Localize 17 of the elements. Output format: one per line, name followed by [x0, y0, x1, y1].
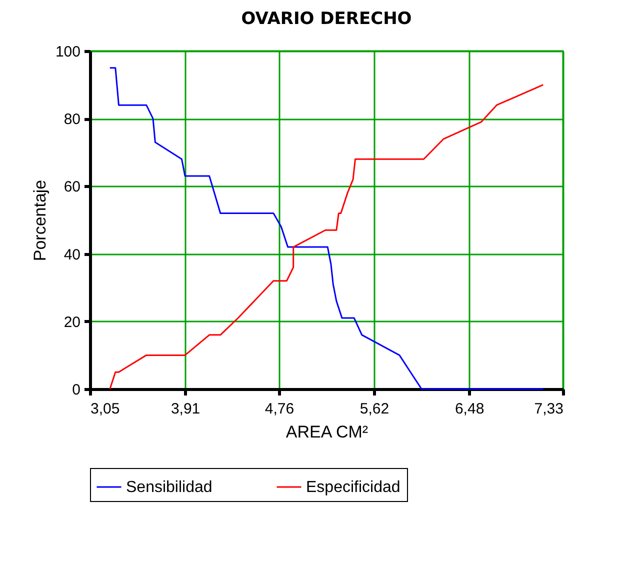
y-tick-label: 80 [64, 111, 80, 128]
x-tick-label: 3,05 [90, 400, 120, 418]
x-tick-label: 4,76 [264, 400, 294, 418]
x-tick-label: 7,33 [534, 400, 564, 418]
legend-label: Sensibilidad [126, 479, 212, 496]
x-tick-label: 5,62 [360, 400, 390, 418]
legend-label: Especificidad [306, 479, 400, 496]
y-tick-label: 100 [55, 44, 80, 60]
x-axis-title: AREA CM² [286, 422, 368, 442]
y-tick-label: 40 [64, 246, 80, 264]
y-tick-label: 60 [64, 178, 80, 196]
chart-title: OVARIO DERECHO [241, 9, 412, 29]
y-tick-label: 20 [64, 314, 80, 331]
y-tick-label: 0 [72, 382, 80, 398]
x-tick-label: 6,48 [454, 400, 484, 418]
y-axis-title: Porcentaje [30, 180, 50, 262]
x-tick-label: 3,91 [170, 400, 200, 418]
